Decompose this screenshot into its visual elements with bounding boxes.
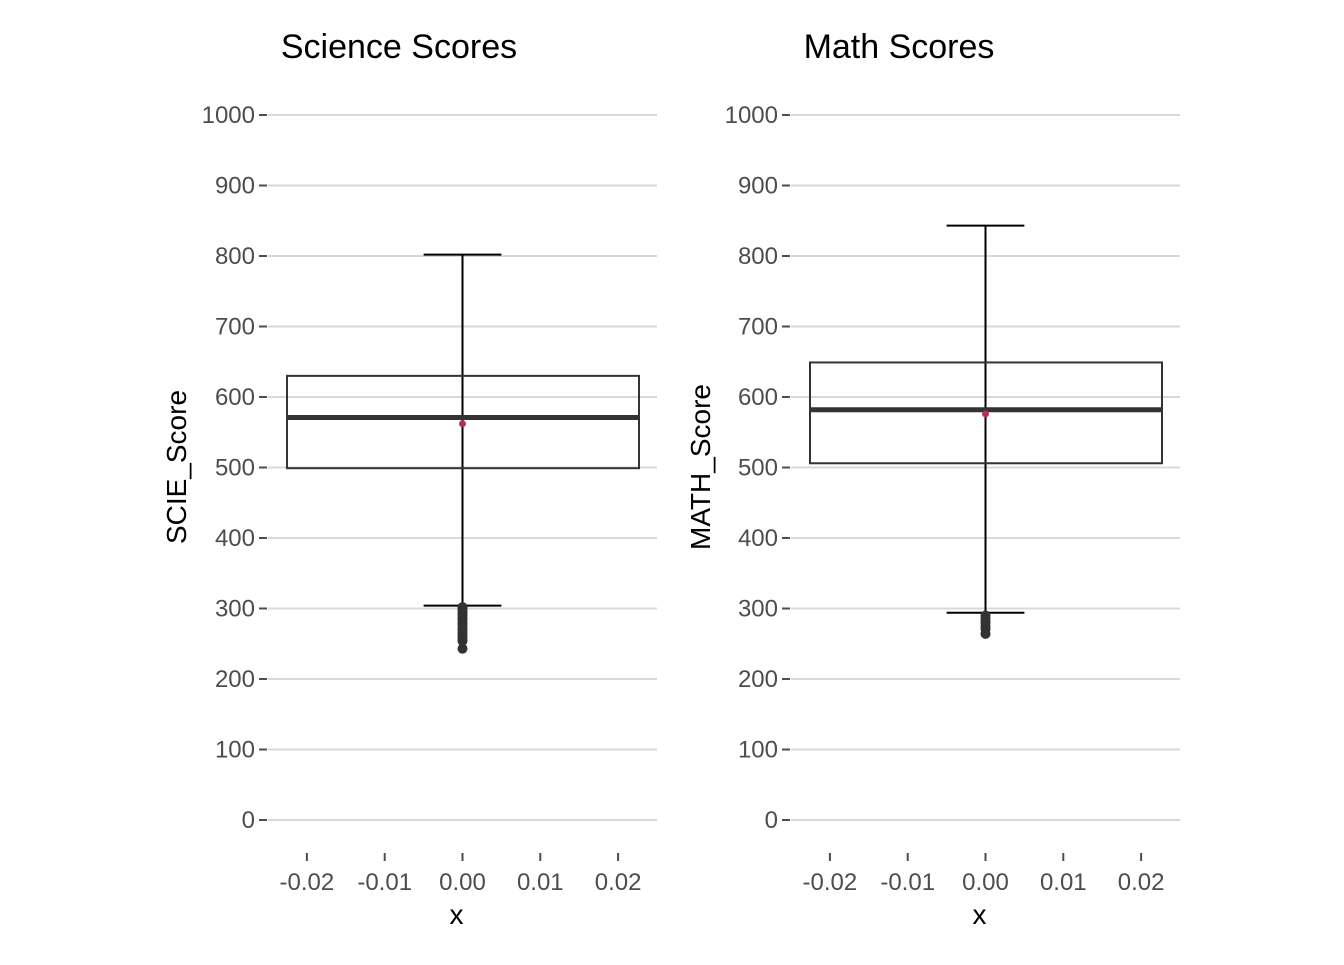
y-axis-title: MATH_Score bbox=[685, 384, 716, 550]
y-tick-label: 1000 bbox=[725, 102, 778, 129]
y-tick-label: 200 bbox=[215, 666, 255, 693]
y-tick-label: 800 bbox=[738, 243, 778, 270]
y-tick-label: 800 bbox=[215, 243, 255, 270]
y-tick-label: 700 bbox=[215, 314, 255, 341]
outlier-point bbox=[457, 635, 468, 646]
y-tick-label: 400 bbox=[215, 525, 255, 552]
box-iqr bbox=[809, 361, 1163, 465]
x-tick-label: -0.02 bbox=[280, 869, 335, 896]
chart-panel-2: Math Scores 0 100 200 300 400 500 600 700 800 900 1… bbox=[685, 28, 1180, 930]
y-tick-label: 700 bbox=[738, 314, 778, 341]
y-axis-title: SCIE_Score bbox=[161, 390, 192, 544]
x-tick-label: -0.01 bbox=[880, 869, 935, 896]
y-tick-label: 300 bbox=[738, 596, 778, 623]
y-tick-label: 900 bbox=[738, 173, 778, 200]
x-tick-label: -0.02 bbox=[803, 869, 858, 896]
outlier-point bbox=[980, 628, 991, 639]
panel-title: Science Scores bbox=[281, 28, 517, 66]
panel-title: Math Scores bbox=[804, 28, 995, 66]
box-iqr bbox=[286, 374, 640, 470]
outlier-point bbox=[457, 643, 468, 654]
x-tick-label: 0.01 bbox=[517, 869, 564, 896]
y-tick-label: 600 bbox=[738, 384, 778, 411]
y-tick-label: 1000 bbox=[202, 102, 255, 129]
x-tick-label: 0.02 bbox=[1118, 869, 1165, 896]
y-tick-label: 500 bbox=[738, 455, 778, 482]
y-tick-label: 100 bbox=[215, 737, 255, 764]
y-tick-label: 300 bbox=[215, 596, 255, 623]
x-tick-label: -0.01 bbox=[357, 869, 412, 896]
y-tick-label: 0 bbox=[242, 807, 255, 834]
x-axis-title: x bbox=[450, 899, 464, 930]
y-tick-label: 500 bbox=[215, 455, 255, 482]
x-tick-label: 0.01 bbox=[1040, 869, 1087, 896]
mean-point bbox=[459, 420, 466, 428]
chart-panel-1: Science Scores 0 100 200 300 400 500 600 700 800 9… bbox=[161, 28, 657, 930]
x-axis-title: x bbox=[973, 899, 987, 930]
x-tick-label: 0.02 bbox=[595, 869, 642, 896]
y-tick-label: 400 bbox=[738, 525, 778, 552]
y-tick-label: 600 bbox=[215, 384, 255, 411]
y-tick-label: 0 bbox=[765, 807, 778, 834]
x-tick-label: 0.00 bbox=[439, 869, 486, 896]
x-tick-label: 0.00 bbox=[962, 869, 1009, 896]
y-tick-label: 200 bbox=[738, 666, 778, 693]
mean-point bbox=[982, 410, 989, 418]
y-tick-label: 900 bbox=[215, 173, 255, 200]
y-tick-label: 100 bbox=[738, 737, 778, 764]
